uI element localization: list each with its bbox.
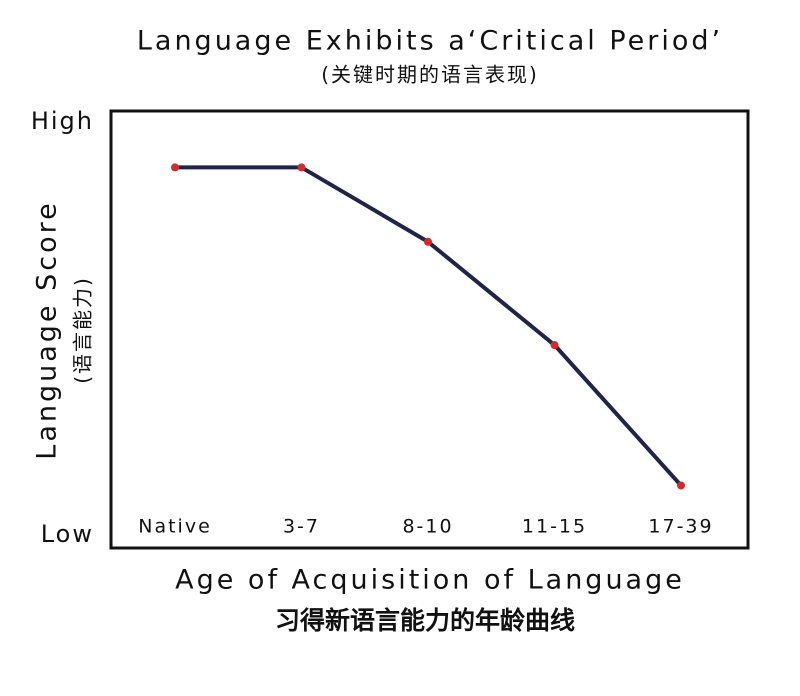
x-tick-label: 3-7 [283, 516, 320, 538]
chart-subtitle: (关键时期的语言表现) [321, 63, 539, 87]
x-tick-label: 8-10 [402, 516, 453, 538]
y-tick-label: Low [41, 520, 94, 548]
x-axis-label: Age of Acquisition of Language [175, 565, 685, 596]
point [171, 163, 179, 172]
point [677, 481, 685, 490]
x-tick-label: 17-39 [648, 516, 713, 538]
line [175, 165, 683, 487]
x-tick-label: Native [138, 516, 212, 538]
y-axis-sublabel: (语言能力) [71, 276, 95, 384]
chart-title: Language Exhibits a‘Critical Period’ [137, 26, 723, 57]
x-axis-sublabel: 习得新语言能力的年龄曲线 [275, 606, 575, 635]
point [550, 341, 559, 350]
y-axis-label: Language Score [32, 200, 63, 459]
y-tick-label: High [31, 107, 94, 135]
plot-frame [109, 109, 750, 550]
point [424, 237, 432, 246]
point [297, 163, 306, 172]
x-tick-label: 11-15 [522, 516, 587, 538]
